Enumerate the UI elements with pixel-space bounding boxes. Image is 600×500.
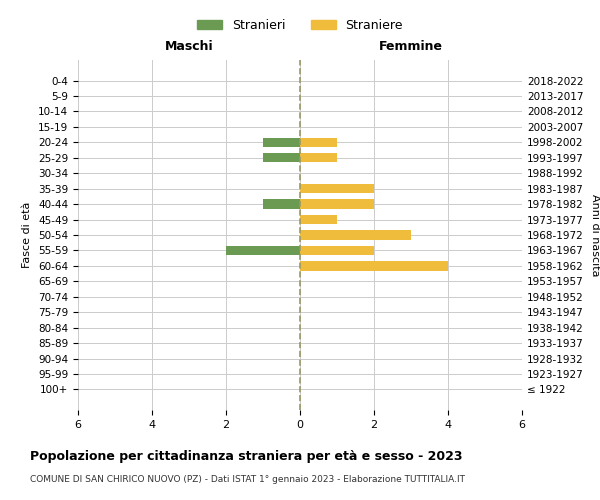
Bar bbox=[300, 200, 374, 208]
Bar bbox=[300, 215, 337, 224]
Bar bbox=[300, 262, 448, 270]
Bar bbox=[300, 230, 411, 239]
Bar bbox=[300, 184, 374, 194]
Text: COMUNE DI SAN CHIRICO NUOVO (PZ) - Dati ISTAT 1° gennaio 2023 - Elaborazione TUT: COMUNE DI SAN CHIRICO NUOVO (PZ) - Dati … bbox=[30, 475, 465, 484]
Text: Maschi: Maschi bbox=[164, 40, 214, 53]
Bar bbox=[300, 138, 337, 147]
Y-axis label: Anni di nascita: Anni di nascita bbox=[590, 194, 600, 276]
Text: Femmine: Femmine bbox=[379, 40, 443, 53]
Text: Popolazione per cittadinanza straniera per età e sesso - 2023: Popolazione per cittadinanza straniera p… bbox=[30, 450, 463, 463]
Bar bbox=[263, 153, 300, 162]
Bar bbox=[263, 138, 300, 147]
Bar bbox=[300, 246, 374, 255]
Y-axis label: Fasce di età: Fasce di età bbox=[22, 202, 32, 268]
Legend: Stranieri, Straniere: Stranieri, Straniere bbox=[192, 14, 408, 37]
Bar bbox=[300, 153, 337, 162]
Bar bbox=[226, 246, 300, 255]
Bar bbox=[263, 200, 300, 208]
